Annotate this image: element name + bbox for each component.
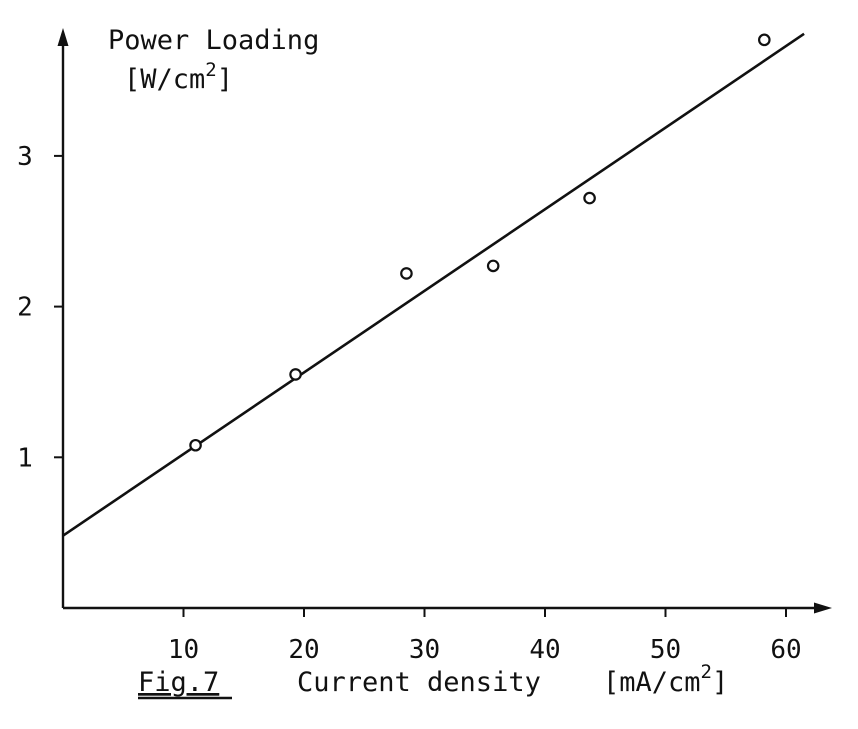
x-axis-unit-base: [mA/cm	[603, 667, 701, 698]
x-axis-title: Current density	[297, 667, 541, 698]
data-point	[400, 267, 413, 280]
y-axis-title: Power Loading	[108, 25, 319, 56]
x-tick-label: 50	[650, 635, 681, 665]
fit-line	[62, 32, 805, 537]
data-point	[289, 368, 302, 381]
y-axis-unit-close: ]	[217, 64, 233, 95]
fit-line-group	[62, 32, 805, 537]
x-tick-label: 30	[409, 635, 440, 665]
data-point	[583, 191, 596, 205]
y-axis-unit-exponent: 2	[205, 59, 216, 81]
x-axis-arrow	[814, 602, 832, 614]
y-axis-unit: [W/cm2]	[124, 59, 233, 95]
y-axis-unit-base: [W/cm	[124, 64, 205, 95]
x-tick-label: 10	[168, 635, 199, 665]
x-tick-label: 20	[288, 635, 319, 665]
y-tick-label: 2	[17, 293, 33, 323]
data-point	[189, 438, 202, 452]
x-axis-unit-close: ]	[712, 667, 728, 698]
y-tick-label: 3	[17, 142, 33, 172]
x-tick-label: 40	[529, 635, 560, 665]
x-axis-unit-exponent: 2	[701, 661, 712, 683]
figure-label: Fig.7	[138, 667, 219, 698]
y-axis-arrow	[57, 28, 69, 46]
data-point	[486, 259, 500, 273]
x-axis-unit: [mA/cm2]	[603, 661, 728, 698]
data-point	[758, 33, 771, 47]
y-tick-label: 1	[17, 443, 33, 473]
data-points	[189, 33, 771, 452]
ticks: 10 20 30 40 50 60 1 2 3	[17, 142, 801, 665]
x-tick-label: 60	[770, 635, 801, 665]
